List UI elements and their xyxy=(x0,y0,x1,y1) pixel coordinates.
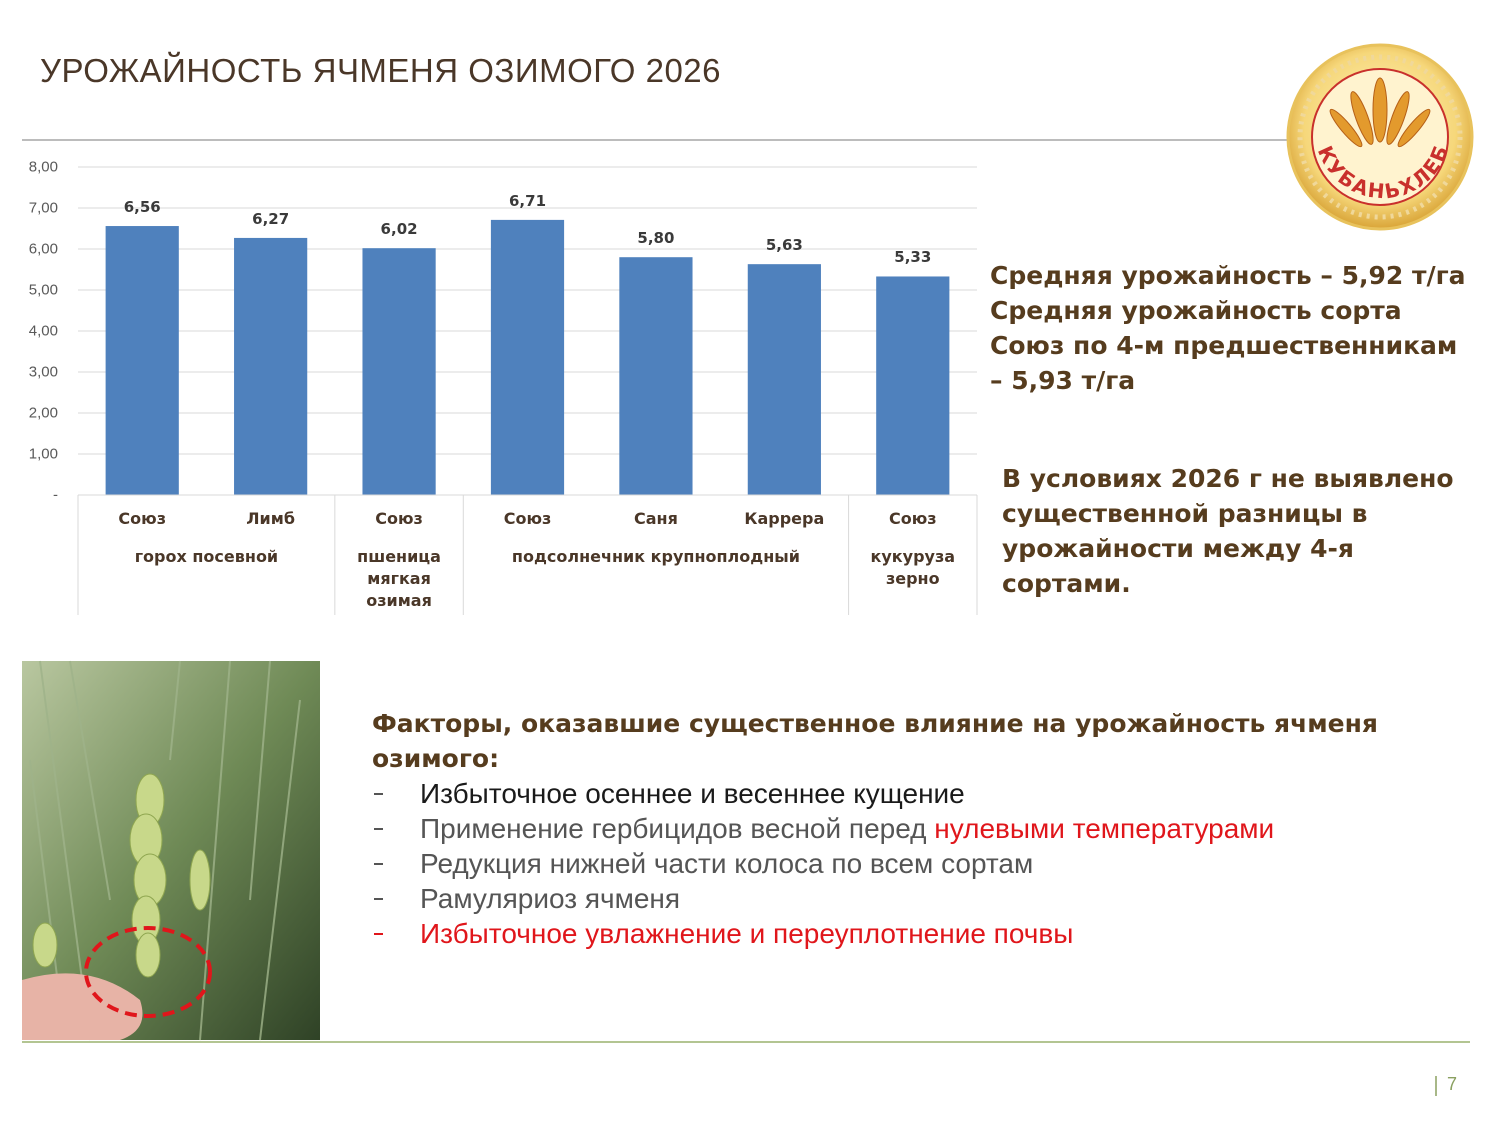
note-line: существенной разницы в xyxy=(1002,499,1368,528)
group-label: пшеница мягкая озимая xyxy=(357,547,441,610)
factor-text: Избыточное осеннее и весеннее кущение xyxy=(420,778,965,809)
summary-line: – 5,93 т/га xyxy=(990,366,1136,395)
bullet xyxy=(374,898,383,900)
value-label: 6,71 xyxy=(508,191,547,210)
x-tick-label: Союз xyxy=(118,509,166,528)
y-tick-label: 5,00 xyxy=(28,281,58,299)
y-tick-label: 4,00 xyxy=(28,322,58,340)
note-line: урожайности между 4-я xyxy=(1002,534,1354,563)
y-tick-label: - xyxy=(53,486,58,504)
bar xyxy=(234,237,308,495)
factors-heading: Факторы, оказавшие существенное влияние … xyxy=(372,709,1378,773)
bullet xyxy=(374,863,383,865)
value-label: 5,33 xyxy=(894,248,932,267)
y-tick-label: 1,00 xyxy=(28,445,58,463)
factor-highlight: Избыточное увлажнение и переуплотнение п… xyxy=(420,918,1074,949)
bullet xyxy=(374,933,383,935)
factor-text: Рамуляриоз ячменя xyxy=(420,883,681,914)
photo xyxy=(22,660,320,1041)
x-tick-label: Саня xyxy=(633,509,678,528)
y-tick-label: 8,00 xyxy=(28,158,58,176)
bar xyxy=(747,264,821,495)
x-tick-label: Каррера xyxy=(744,509,825,528)
factor-item: Применение гербицидов весной перед нулев… xyxy=(372,811,1452,846)
factor-text: Применение гербицидов весной перед xyxy=(420,813,927,844)
note-line: сортами. xyxy=(1002,569,1131,598)
group-label: горох посевной xyxy=(134,547,279,566)
factor-highlight: нулевыми температурами xyxy=(934,813,1275,844)
x-tick-label: Союз xyxy=(503,509,552,528)
bar xyxy=(490,219,565,495)
factors-list: Избыточное осеннее и весеннее кущение При… xyxy=(372,776,1452,951)
x-tick-label: Союз xyxy=(888,509,937,528)
group-label: подсолнечник крупноплодный xyxy=(511,547,800,566)
summary-line: Союз по 4-м предшественникам xyxy=(990,331,1458,360)
bar xyxy=(619,257,693,495)
value-label: 6,02 xyxy=(380,220,418,239)
factors: Факторы, оказавшие существенное влияние … xyxy=(372,706,1452,951)
x-tick-label: Союз xyxy=(375,509,423,528)
y-tick-label: 2,00 xyxy=(28,404,58,422)
bullet xyxy=(374,828,383,830)
summary: Средняя урожайность – 5,92 т/га Средняя у… xyxy=(990,258,1466,398)
value-label: 6,56 xyxy=(123,198,161,217)
factor-text: Редукция нижней части колоса по всем сор… xyxy=(420,848,1034,879)
y-tick-label: 3,00 xyxy=(28,363,58,381)
value-label: 5,63 xyxy=(765,236,803,255)
factor-item: Рамуляриоз ячменя xyxy=(372,881,1452,916)
note-line: В условиях 2026 г не выявлено xyxy=(1002,464,1454,493)
group-label: кукуруза зерно xyxy=(870,547,956,588)
factor-item: Избыточное осеннее и весеннее кущение xyxy=(372,776,1452,811)
y-tick-label: 6,00 xyxy=(28,240,58,258)
slide-title: УРОЖАЙНОСТЬ ЯЧМЕНЯ ОЗИМОГО 2026 xyxy=(40,52,722,89)
factor-item: Избыточное увлажнение и переуплотнение п… xyxy=(372,916,1452,951)
note: В условиях 2026 г не выявлено существенно… xyxy=(1002,461,1454,601)
summary-line: Средняя урожайность – 5,92 т/га xyxy=(990,261,1466,290)
summary-line: Средняя урожайность сорта xyxy=(990,296,1402,325)
value-label: 6,27 xyxy=(252,209,290,228)
logo: КУБАНЬХЛЕБ xyxy=(1286,43,1474,231)
bar xyxy=(105,226,179,496)
y-tick-label: 7,00 xyxy=(28,199,58,217)
page-number: 7 xyxy=(1447,1074,1458,1094)
factor-item: Редукция нижней части колоса по всем сор… xyxy=(372,846,1452,881)
bar xyxy=(362,248,436,495)
x-tick-label: Лимб xyxy=(246,509,296,528)
bullet xyxy=(374,793,383,795)
value-label: 5,80 xyxy=(637,229,675,248)
bar xyxy=(876,276,950,495)
